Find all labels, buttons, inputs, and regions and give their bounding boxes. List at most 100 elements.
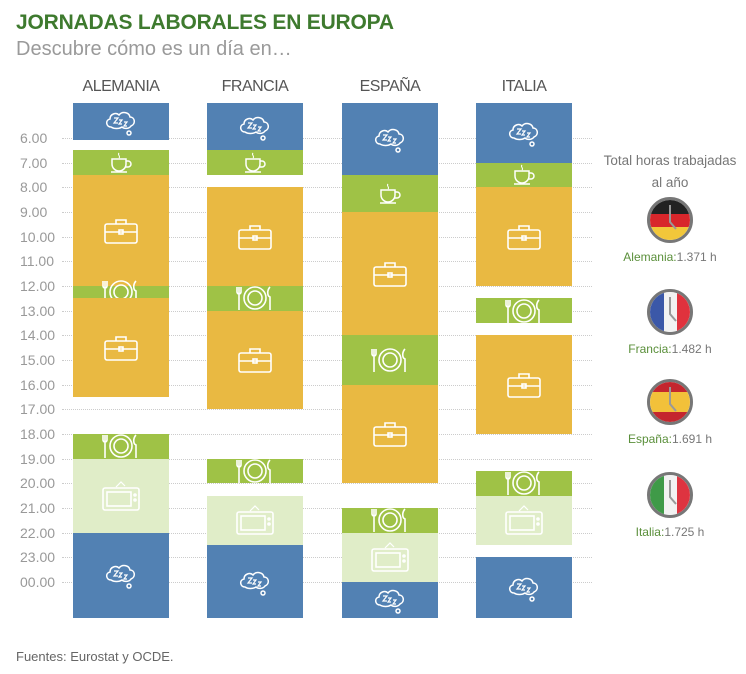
y-tick-label: 21.00 [20,500,56,517]
flag-clock-icon [647,472,693,518]
plate-cutlery-icon [370,506,410,534]
block-work-italia [476,335,572,435]
block-meal-italia [476,298,572,323]
flag-clock-icon [647,379,693,425]
gridline [62,434,592,436]
column-header-italia: ITALIA [501,78,547,95]
block-sleep-italia [476,103,572,163]
column-header-espana: ESPAÑA [359,78,421,95]
gridline [62,335,592,337]
total-hours-label: España:1.691 h [600,432,740,446]
coffee-cup-icon [377,182,403,206]
gridline [62,138,592,139]
total-value: 1.482 h [671,342,712,356]
y-tick-label: 18.00 [20,426,56,443]
tv-icon [235,504,275,536]
gridline [62,360,592,362]
plate-cutlery-icon [235,457,275,485]
coffee-cup-icon [511,163,537,187]
block-leisure-alemania [73,458,169,533]
zzz-cloud-icon [506,118,542,148]
block-sleep-alemania [73,103,169,141]
y-tick-label: 23.00 [20,549,56,566]
gridline [62,187,592,189]
gridline [62,286,592,288]
page-subtitle: Descubre cómo es un día en… [16,38,292,60]
block-work-españa [342,212,438,336]
flag-clock-icon [647,289,693,335]
block-meal-españa [342,508,438,533]
block-work-francia [207,187,303,286]
gridline [62,384,592,386]
y-tick-label: 12.00 [20,278,56,295]
gridline [62,212,592,213]
total-country: Italia: [635,525,665,539]
y-tick-label: 6.00 [20,130,48,146]
block-sleep-alemania [73,532,169,618]
zzz-cloud-icon [506,573,542,603]
y-tick-label: 22.00 [20,524,56,541]
gridline [62,582,592,584]
gridline [62,236,592,238]
block-work-alemania [73,175,169,286]
briefcase-icon [237,223,273,251]
column-header-francia: FRANCIA [221,78,289,95]
y-tick-label: 13.00 [20,302,56,319]
block-breakfast-francia [207,150,303,175]
block-meal-españa [342,335,438,385]
total-hours-label: Francia:1.482 h [600,342,740,356]
gridline [62,557,592,559]
column-header-alemania: ALEMANIA [82,78,160,95]
block-meal-alemania [73,280,169,305]
y-tick-label: 19.00 [20,450,56,467]
briefcase-icon [372,260,408,288]
total-value: 1.371 h [676,250,717,264]
block-leisure-italia [476,495,572,546]
plate-cutlery-icon [101,432,141,460]
coffee-cup-icon [108,151,134,175]
block-work-francia [207,310,303,410]
gridline [62,162,592,164]
briefcase-icon [372,420,408,448]
y-tick-label: 17.00 [20,401,56,418]
flag-clock-icon [647,197,693,243]
y-tick-label: 00.00 [20,574,56,591]
block-sleep-españa [342,582,438,618]
total-country: Francia: [628,342,672,356]
block-leisure-francia [207,495,303,546]
block-meal-francia [207,286,303,311]
briefcase-icon [506,371,542,399]
page-title: JORNADAS LABORALES EN EUROPA [16,11,394,34]
block-work-alemania [73,298,169,398]
gridline [62,310,592,312]
block-breakfast-italia [476,162,572,188]
briefcase-icon [237,346,273,374]
y-tick-label: 10.00 [20,228,56,245]
coffee-cup-icon [242,151,268,175]
block-breakfast-españa [342,175,438,212]
total-value: 1.691 h [672,432,713,446]
total-value: 1.725 h [664,525,705,539]
plate-cutlery-icon [504,469,544,497]
briefcase-icon [103,334,139,362]
gridline [62,458,592,460]
y-tick-label: 14.00 [20,327,56,344]
gridline [62,261,592,263]
plate-cutlery-icon [370,346,410,374]
total-hours-label: Alemania:1.371 h [600,250,740,264]
total-hours-label: Italia:1.725 h [600,525,740,539]
block-work-italia [476,187,572,286]
tv-icon [504,504,544,536]
block-work-españa [342,384,438,484]
gridline [62,532,592,534]
y-tick-label: 8.00 [20,179,48,196]
zzz-cloud-icon [103,560,139,590]
zzz-cloud-icon [372,124,408,154]
gridline [62,483,592,485]
plate-cutlery-icon [504,297,544,325]
y-tick-label: 16.00 [20,376,56,393]
block-leisure-españa [342,532,438,583]
gridline [62,409,592,411]
zzz-cloud-icon [103,107,139,137]
